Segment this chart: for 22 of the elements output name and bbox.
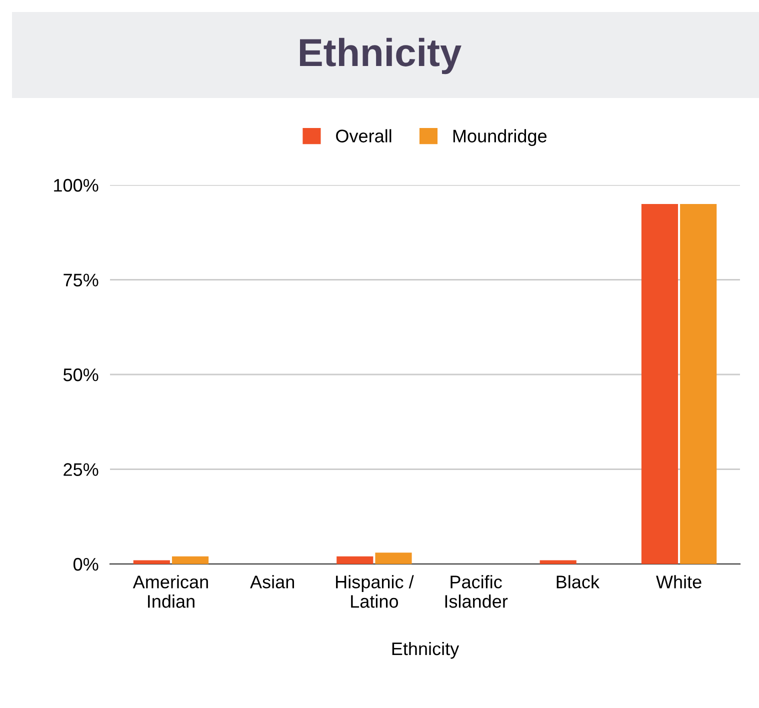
bar [641, 204, 678, 564]
x-tick-label: White [656, 575, 702, 588]
bar [133, 560, 170, 564]
bar [375, 552, 412, 564]
x-axis-title: Ethnicity [392, 642, 460, 659]
x-tick-label: Pacific Islander [445, 575, 508, 608]
x-tick-label: Asian [250, 575, 294, 588]
x-tick-label: Black [556, 575, 600, 588]
y-tick-label: 75% [64, 274, 98, 286]
bar [680, 204, 717, 564]
chart-title: Ethnicity [300, 38, 462, 74]
bar [336, 556, 374, 564]
y-tick-label: 0% [74, 558, 98, 571]
y-tick-label: 25% [64, 463, 98, 476]
x-tick-label: American Indian [132, 575, 208, 608]
legend-label: Overall [336, 129, 392, 142]
y-tick-label: 50% [63, 368, 98, 382]
legend-label: Moundridge [453, 129, 547, 146]
bar [540, 560, 576, 564]
bar [172, 556, 209, 564]
y-tick-label: 100% [54, 178, 98, 192]
x-tick-label: Hispanic / Latino [336, 575, 414, 608]
